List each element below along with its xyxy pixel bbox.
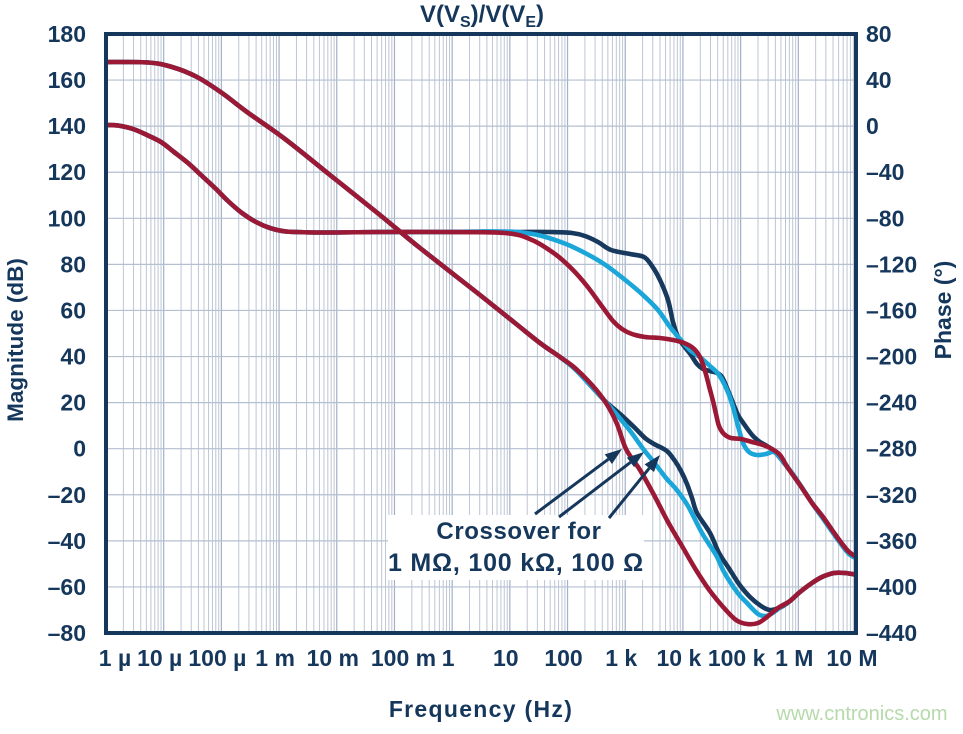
svg-text:–400: –400 (866, 574, 917, 600)
svg-text:1 MΩ, 100 kΩ, 100 Ω: 1 MΩ, 100 kΩ, 100 Ω (388, 549, 644, 577)
svg-text:–160: –160 (866, 298, 917, 324)
svg-text:–20: –20 (48, 482, 86, 508)
svg-text:–440: –440 (866, 620, 917, 646)
svg-text:10: 10 (493, 645, 519, 671)
svg-text:Crossover for: Crossover for (436, 518, 601, 545)
svg-text:10 m: 10 m (307, 645, 359, 671)
svg-text:–120: –120 (866, 251, 917, 277)
svg-text:–240: –240 (866, 390, 917, 416)
svg-text:–60: –60 (48, 574, 86, 600)
svg-text:100: 100 (544, 645, 582, 671)
svg-text:1 M: 1 M (775, 645, 813, 671)
svg-text:40: 40 (866, 67, 892, 93)
svg-text:Phase (°): Phase (°) (930, 261, 956, 360)
svg-text:–80: –80 (866, 205, 904, 231)
svg-text:100 µ: 100 µ (188, 645, 246, 671)
svg-text:–80: –80 (48, 620, 86, 646)
svg-text:20: 20 (60, 390, 86, 416)
svg-text:–40: –40 (48, 528, 86, 554)
svg-text:1 µ: 1 µ (99, 645, 131, 671)
svg-text:www.cntronics.com: www.cntronics.com (775, 703, 947, 725)
svg-text:100 m: 100 m (371, 645, 436, 671)
svg-text:10 M: 10 M (826, 645, 877, 671)
svg-text:–280: –280 (866, 436, 917, 462)
svg-text:160: 160 (48, 67, 86, 93)
svg-text:0: 0 (866, 113, 879, 139)
svg-text:100: 100 (48, 205, 86, 231)
svg-text:–200: –200 (866, 344, 917, 370)
svg-text:Frequency (Hz): Frequency (Hz) (389, 696, 573, 722)
svg-text:1 m: 1 m (255, 645, 295, 671)
svg-text:V(VS)/V(VE): V(VS)/V(VE) (420, 1, 544, 31)
svg-text:1: 1 (442, 645, 455, 671)
svg-text:0: 0 (73, 436, 86, 462)
svg-text:180: 180 (48, 21, 86, 47)
svg-text:100 k: 100 k (708, 645, 766, 671)
svg-text:1 k: 1 k (605, 645, 637, 671)
svg-text:–360: –360 (866, 528, 917, 554)
svg-text:80: 80 (866, 21, 892, 47)
svg-text:10 µ: 10 µ (137, 645, 182, 671)
svg-text:–40: –40 (866, 159, 904, 185)
svg-text:120: 120 (48, 159, 86, 185)
svg-text:140: 140 (48, 113, 86, 139)
svg-text:60: 60 (60, 298, 86, 324)
svg-text:80: 80 (60, 251, 86, 277)
svg-text:10 k: 10 k (657, 645, 702, 671)
svg-text:40: 40 (60, 344, 86, 370)
svg-text:–320: –320 (866, 482, 917, 508)
svg-text:Magnitude (dB): Magnitude (dB) (3, 258, 28, 422)
